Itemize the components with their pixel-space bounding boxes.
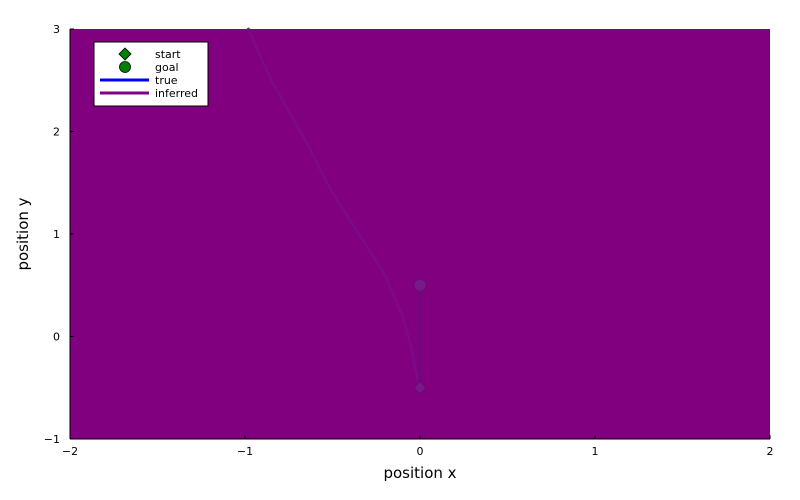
x-tick-label: −2 bbox=[62, 445, 78, 458]
y-tick-label: 3 bbox=[53, 23, 60, 36]
series-line-inferred bbox=[247, 27, 422, 390]
legend-marker-start bbox=[118, 47, 132, 61]
x-tick-label: 1 bbox=[592, 445, 599, 458]
y-tick-label: 0 bbox=[53, 331, 60, 344]
y-tick-label: 2 bbox=[53, 126, 60, 139]
goal-marker bbox=[413, 278, 427, 292]
legend-label-true: true bbox=[155, 74, 178, 87]
start-marker bbox=[413, 381, 427, 395]
y-tick-label: 1 bbox=[53, 228, 60, 241]
x-tick-label: 0 bbox=[417, 445, 424, 458]
legend-label-goal: goal bbox=[155, 61, 179, 74]
x-tick-label: −1 bbox=[237, 445, 253, 458]
series-layer bbox=[247, 27, 422, 390]
legend-marker-goal bbox=[119, 61, 131, 73]
legend-label-start: start bbox=[155, 48, 181, 61]
y-axis-label: position y bbox=[14, 197, 32, 270]
x-axis-label: position x bbox=[383, 464, 456, 482]
points-layer bbox=[413, 278, 427, 395]
legend-label-inferred: inferred bbox=[155, 87, 198, 100]
legend-box bbox=[93, 41, 209, 107]
y-tick-label: −1 bbox=[44, 433, 60, 446]
x-tick-label: 2 bbox=[767, 445, 774, 458]
